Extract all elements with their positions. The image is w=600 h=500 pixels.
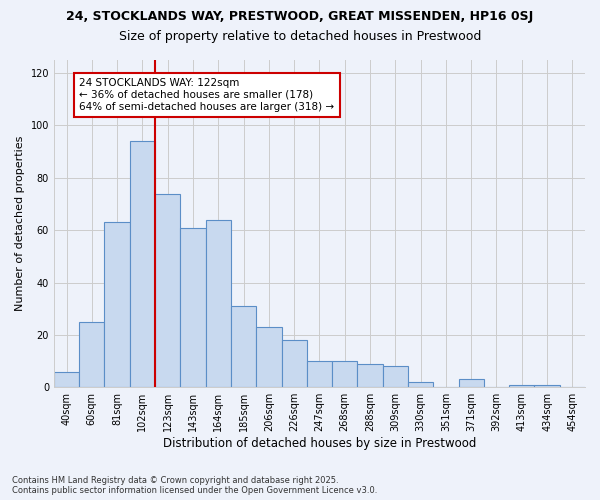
Bar (535, 384, 560, 387)
Text: 24 STOCKLANDS WAY: 122sqm
← 36% of detached houses are smaller (178)
64% of semi: 24 STOCKLANDS WAY: 122sqm ← 36% of detac… (79, 78, 334, 112)
Bar (509, 384, 535, 387)
Bar (130, 141, 155, 387)
Bar (79, 322, 104, 387)
Y-axis label: Number of detached properties: Number of detached properties (15, 136, 25, 312)
Bar (54, 372, 79, 387)
Text: Size of property relative to detached houses in Prestwood: Size of property relative to detached ho… (119, 30, 481, 43)
Bar (256, 327, 281, 387)
Text: Contains HM Land Registry data © Crown copyright and database right 2025.
Contai: Contains HM Land Registry data © Crown c… (12, 476, 377, 495)
Bar (332, 361, 358, 387)
Bar (408, 382, 433, 387)
Bar (231, 306, 256, 387)
Bar (281, 340, 307, 387)
Text: 24, STOCKLANDS WAY, PRESTWOOD, GREAT MISSENDEN, HP16 0SJ: 24, STOCKLANDS WAY, PRESTWOOD, GREAT MIS… (67, 10, 533, 23)
X-axis label: Distribution of detached houses by size in Prestwood: Distribution of detached houses by size … (163, 437, 476, 450)
Bar (358, 364, 383, 387)
Bar (206, 220, 231, 387)
Bar (307, 361, 332, 387)
Bar (104, 222, 130, 387)
Bar (458, 380, 484, 387)
Bar (181, 228, 206, 387)
Bar (155, 194, 181, 387)
Bar (383, 366, 408, 387)
